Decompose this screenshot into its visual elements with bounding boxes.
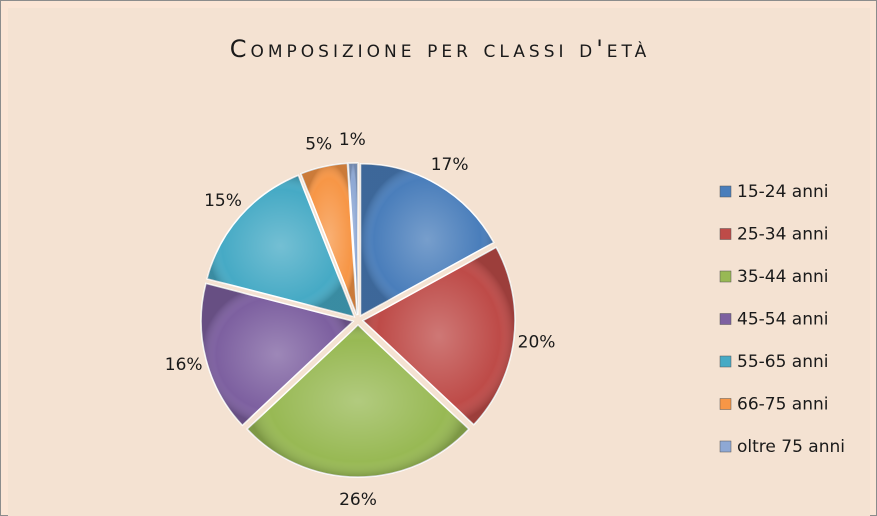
legend-label: 35-44 anni <box>737 267 829 287</box>
legend-label: 15-24 anni <box>737 182 829 202</box>
slice-shine <box>300 163 357 316</box>
legend-label: 25-34 anni <box>737 225 829 245</box>
legend-swatch <box>719 185 732 198</box>
legend-label: oltre 75 anni <box>737 437 845 457</box>
data-label: 16% <box>165 355 203 375</box>
data-label: 17% <box>431 155 469 175</box>
legend-swatch <box>719 270 732 283</box>
legend-swatch <box>719 398 732 410</box>
legend-label: 66-75 anni <box>737 395 829 415</box>
data-label: 15% <box>204 191 242 211</box>
data-label: 20% <box>518 333 556 353</box>
data-label: 5% <box>305 134 332 154</box>
legend-label: 45-54 anni <box>737 310 829 330</box>
data-label: 26% <box>339 490 377 510</box>
slice-shine <box>362 247 515 425</box>
legend-label: 55-65 anni <box>737 352 829 372</box>
slice-shine <box>348 163 358 316</box>
chart-title: Composizione per classi d'età <box>230 35 651 63</box>
slice-shine <box>207 175 355 317</box>
slice-shine <box>247 325 469 477</box>
legend-swatch <box>719 313 732 325</box>
slice-shine <box>201 283 354 426</box>
legend-swatch <box>719 440 732 453</box>
slice-shine <box>360 163 494 316</box>
data-label: 1% <box>339 130 366 150</box>
legend-swatch <box>719 355 732 368</box>
legend-swatch <box>719 228 732 240</box>
